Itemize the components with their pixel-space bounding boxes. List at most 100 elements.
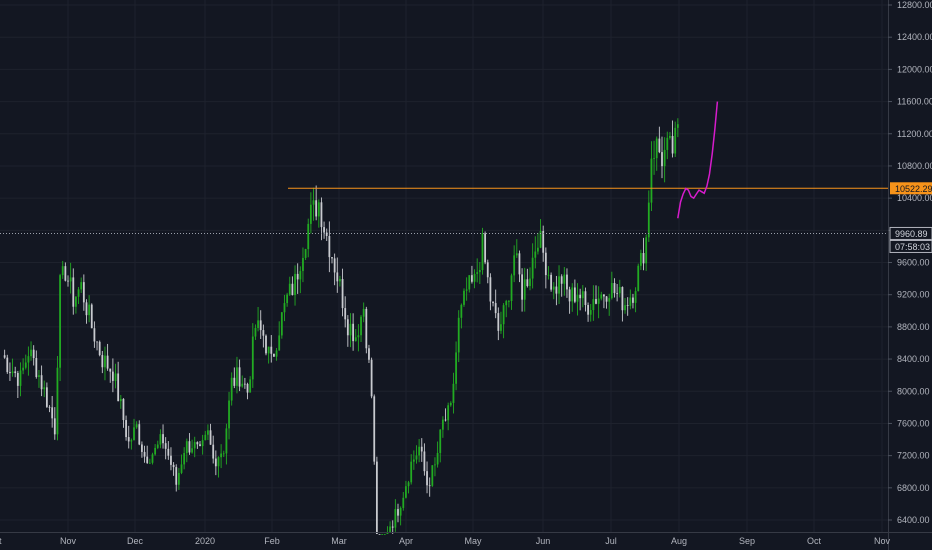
candle-body	[618, 287, 621, 294]
last-price-tag-box	[889, 226, 932, 240]
candle-body	[510, 275, 513, 302]
candle-body	[341, 279, 344, 309]
candle-body	[119, 398, 122, 402]
time-axis[interactable]: ct Nov Dec 2020 Feb Mar Apr May Jun Jul Aug Sep Oct N…	[0, 536, 890, 546]
time-tick-label: Sep	[739, 536, 755, 546]
time-tick-label: Mar	[331, 536, 347, 546]
candle-body	[24, 362, 27, 368]
candle-body	[307, 223, 310, 250]
candle-body	[676, 124, 679, 128]
candle-body	[331, 257, 333, 259]
candle-body	[542, 230, 545, 253]
time-tick-label: Feb	[264, 536, 280, 546]
candle-body	[505, 301, 508, 306]
candle-body	[222, 453, 225, 455]
candle-body	[568, 289, 571, 302]
time-tick-label: ct	[0, 536, 2, 546]
candle-body	[434, 464, 436, 466]
candle-body	[581, 291, 584, 299]
candle-body	[465, 289, 468, 291]
candle-body	[603, 294, 605, 297]
candle-body	[584, 291, 587, 306]
candle-body	[502, 305, 505, 325]
candle-body	[357, 335, 360, 338]
candle-body	[67, 280, 69, 282]
candle-body	[653, 158, 655, 159]
candle-body	[420, 446, 423, 452]
candle-body	[90, 304, 93, 329]
candle-body	[650, 158, 653, 203]
candle-body	[523, 279, 526, 300]
candle-body	[412, 459, 415, 462]
candle-body	[473, 273, 476, 282]
candle-body	[655, 138, 658, 159]
candle-body	[259, 320, 262, 331]
candle-body	[592, 299, 595, 311]
candle-body	[595, 299, 597, 304]
candle-body	[209, 430, 212, 445]
time-tick-label: Jul	[605, 536, 617, 546]
candle-body	[497, 313, 500, 331]
candle-body	[220, 453, 223, 458]
candle-body	[373, 396, 376, 462]
candle-body	[133, 427, 135, 441]
grid-lines	[0, 0, 888, 532]
candle-body	[383, 534, 386, 535]
candle-body	[125, 420, 127, 438]
candle-body	[674, 127, 677, 154]
candle-body	[637, 265, 640, 292]
candle-body	[270, 346, 273, 354]
candle-body	[463, 290, 465, 305]
candle-body	[346, 319, 349, 336]
candle-body	[344, 308, 347, 320]
projection-path[interactable]	[677, 101, 719, 219]
price-tick-label: 9200.00	[897, 290, 930, 300]
candle-body	[460, 304, 463, 318]
candle-body	[196, 442, 199, 445]
candle-body	[394, 509, 397, 528]
candle-body	[423, 451, 426, 472]
candle-body	[362, 308, 365, 317]
candle-body	[621, 287, 624, 311]
candle-body	[410, 461, 413, 483]
candle-body	[32, 349, 35, 359]
candle-body	[555, 286, 558, 294]
candle-body	[468, 275, 471, 290]
candle-body	[45, 387, 48, 407]
candle-body	[537, 247, 539, 252]
candle-body	[418, 446, 421, 456]
candle-body	[455, 352, 457, 384]
candle-body	[233, 377, 236, 386]
candle-body	[336, 272, 339, 282]
candle-body	[204, 434, 207, 441]
last-price-tag-label: 9960.89	[895, 229, 928, 239]
candle-body	[11, 371, 14, 374]
candle-body	[19, 370, 22, 386]
candle-body	[494, 303, 497, 314]
candle-body	[441, 419, 444, 430]
candle-body	[188, 441, 191, 453]
candle-body	[64, 266, 67, 281]
time-tick-label: 2020	[195, 536, 215, 546]
candle-body	[645, 237, 648, 264]
candle-body	[666, 137, 669, 150]
candle-body	[59, 275, 61, 368]
candle-body	[320, 202, 323, 228]
candle-body	[201, 440, 204, 447]
candle-body	[93, 328, 96, 342]
candle-body	[51, 407, 54, 419]
candle-body	[85, 302, 88, 316]
candle-body	[634, 291, 637, 303]
candle-body	[43, 387, 46, 390]
candle-body	[613, 283, 616, 294]
time-tick-label: Nov	[60, 536, 77, 546]
time-tick-label: Aug	[671, 536, 687, 546]
candle-body	[597, 298, 600, 304]
candle-body	[35, 358, 38, 378]
time-tick-label: Jun	[536, 536, 551, 546]
candle-body	[30, 349, 32, 357]
price-axis[interactable]: 12800.00 12400.00 12000.00 11600.00 11200.00…	[888, 0, 932, 525]
candle-body	[323, 227, 325, 233]
candle-body	[167, 448, 170, 456]
